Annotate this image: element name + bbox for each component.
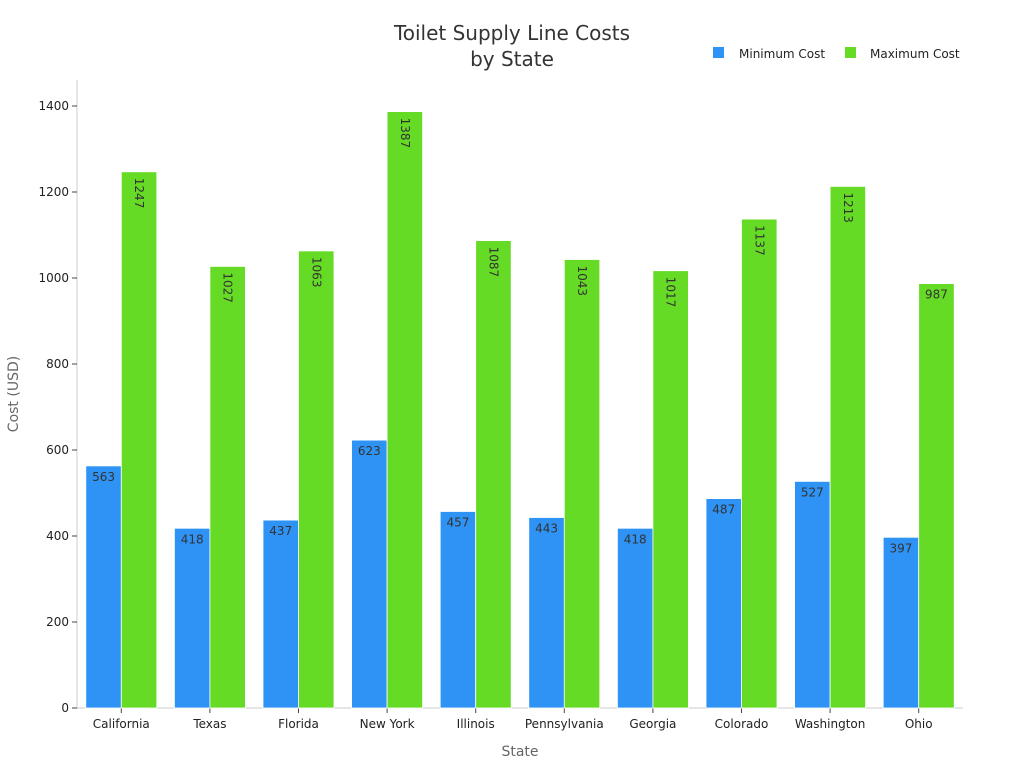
bar-maximum [475, 240, 512, 709]
legend-swatch-minimum [713, 47, 724, 58]
bar-maximum [652, 270, 689, 709]
data-label: 563 [92, 470, 115, 484]
x-tick-label: Texas [192, 717, 226, 731]
data-label: 527 [801, 485, 824, 499]
x-tick-label: Florida [278, 717, 319, 731]
data-label: 1063 [309, 257, 323, 288]
bar-minimum [617, 527, 654, 709]
bar-maximum [829, 186, 866, 709]
data-label: 1247 [132, 178, 146, 209]
x-tick-label: California [93, 717, 150, 731]
data-label: 443 [535, 522, 558, 536]
bar-maximum [120, 171, 158, 709]
y-tick-label: 1000 [38, 271, 69, 285]
data-label: 418 [181, 532, 204, 546]
data-label: 987 [925, 288, 948, 302]
x-tick-label: Pennsylvania [525, 717, 604, 731]
bar-minimum [85, 465, 122, 709]
x-tick-label: Colorado [715, 717, 769, 731]
data-label: 1137 [752, 225, 766, 256]
y-axis-label: Cost (USD) [6, 356, 22, 432]
x-tick-label: Ohio [905, 717, 933, 731]
bar-maximum [209, 265, 246, 709]
x-axis-label: State [501, 744, 538, 760]
x-tick-label: New York [360, 717, 415, 731]
bar-minimum [882, 536, 920, 709]
x-tick-label: Washington [795, 717, 866, 731]
data-label: 1017 [664, 277, 678, 308]
y-tick-label: 200 [46, 615, 69, 629]
chart-title-line2: by State [470, 47, 554, 71]
bar-minimum [262, 519, 299, 709]
bar-minimum [173, 527, 211, 709]
y-tick-label: 1400 [38, 99, 69, 113]
bar-minimum [705, 498, 742, 709]
data-label: 1087 [486, 247, 500, 278]
data-label: 1213 [841, 192, 855, 223]
data-label: 1027 [221, 272, 235, 303]
legend-swatch-maximum [845, 47, 856, 58]
y-tick-label: 0 [61, 701, 69, 715]
y-tick-label: 800 [46, 357, 69, 371]
data-label: 457 [446, 515, 469, 529]
data-label: 623 [358, 444, 381, 458]
bar-maximum [741, 218, 778, 709]
legend: Minimum Cost Maximum Cost [713, 47, 960, 61]
bar-maximum [563, 259, 601, 709]
bar-maximum [386, 111, 424, 709]
data-label: 1387 [398, 118, 412, 149]
bar-maximum [298, 250, 335, 709]
y-tick-label: 400 [46, 529, 69, 543]
data-label: 487 [712, 503, 735, 517]
y-tick-label: 600 [46, 443, 69, 457]
bar-minimum [528, 517, 565, 709]
data-label: 418 [624, 532, 647, 546]
chart-title-line1: Toilet Supply Line Costs [393, 21, 630, 45]
x-tick-label: Illinois [457, 717, 495, 731]
bar-minimum [794, 480, 831, 709]
legend-label-minimum: Minimum Cost [739, 47, 825, 61]
y-tick-label: 1200 [38, 185, 69, 199]
data-label: 437 [269, 524, 292, 538]
data-label: 397 [889, 541, 912, 555]
bar-minimum [351, 439, 388, 709]
bar-maximum [918, 283, 955, 709]
bar-minimum [439, 511, 477, 709]
legend-label-maximum: Maximum Cost [870, 47, 960, 61]
data-label: 1043 [575, 266, 589, 297]
x-tick-label: Georgia [629, 717, 676, 731]
